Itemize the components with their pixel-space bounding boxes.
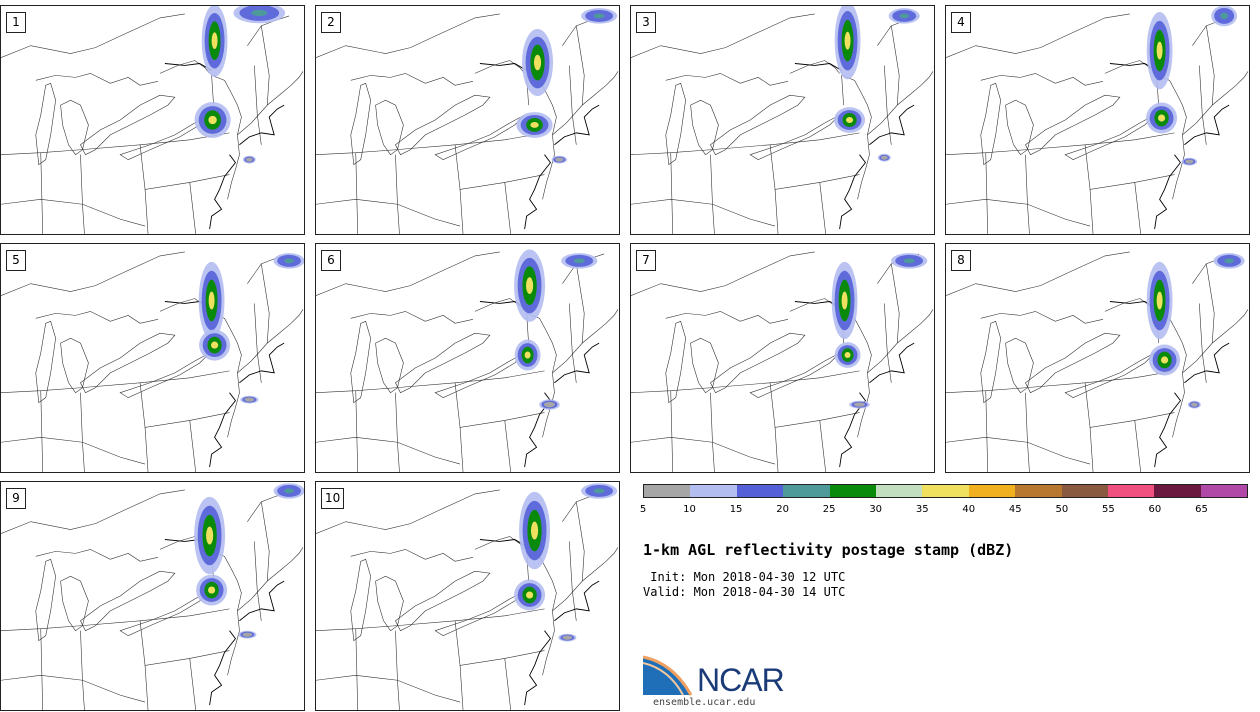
member-number-label: 1 (6, 12, 26, 33)
ensemble-member-panel: 10 (315, 481, 620, 711)
colorbar-swatch (783, 485, 830, 497)
colorbar-tick-label: 65 (1195, 504, 1208, 515)
colorbar-swatch (922, 485, 969, 497)
ensemble-member-panel: 9 (0, 481, 305, 711)
colorbar-swatch (875, 485, 923, 497)
ensemble-member-panel: 5 (0, 243, 305, 473)
colorbar-swatch (736, 485, 784, 497)
colorbar-swatch (690, 485, 737, 497)
member-number-label: 8 (951, 250, 971, 271)
colorbar-tick-label: 35 (915, 504, 929, 515)
reflectivity-map (1, 483, 304, 710)
reflectivity-map (316, 483, 619, 710)
member-number-label: 2 (321, 12, 341, 33)
colorbar-swatch (829, 485, 876, 497)
reflectivity-map (631, 251, 934, 472)
valid-time: Valid: Mon 2018-04-30 14 UTC (643, 585, 846, 599)
colorbar-tick-label: 50 (1055, 504, 1069, 515)
init-time: Init: Mon 2018-04-30 12 UTC (643, 570, 846, 584)
ensemble-url: ensemble.ucar.edu (653, 697, 756, 708)
colorbar-tick-label: 45 (1008, 504, 1022, 515)
colorbar-swatch (968, 485, 1016, 497)
reflectivity-map (946, 251, 1249, 472)
reflectivity-map (316, 8, 619, 234)
member-number-label: 6 (321, 250, 341, 271)
colorbar-tick-label: 30 (869, 504, 883, 515)
colorbar-tick-label: 10 (683, 504, 696, 515)
ncar-logo-icon (643, 655, 693, 696)
colorbar-swatch (1107, 485, 1155, 497)
ensemble-member-panel: 3 (630, 5, 935, 235)
reflectivity-map (1, 6, 304, 234)
colorbar-swatch (1061, 485, 1108, 497)
colorbar-tick-label: 25 (822, 504, 836, 515)
reflectivity-map (316, 249, 619, 472)
ensemble-member-panel: 1 (0, 5, 305, 235)
member-number-label: 10 (321, 488, 345, 509)
member-number-label: 4 (951, 12, 971, 33)
colorbar-tick-label: 20 (776, 504, 789, 515)
member-number-label: 9 (6, 488, 26, 509)
reflectivity-colorbar (643, 484, 1248, 498)
colorbar-swatch (1154, 485, 1201, 497)
figure-title: 1-km AGL reflectivity postage stamp (dBZ… (643, 541, 1014, 559)
colorbar-tick-label: 40 (962, 504, 976, 515)
member-number-label: 5 (6, 250, 26, 271)
colorbar-swatch (1015, 485, 1062, 497)
colorbar-tick-label: 5 (639, 504, 647, 515)
ensemble-member-panel: 6 (315, 243, 620, 473)
member-number-label: 7 (636, 250, 656, 271)
colorbar-tick-label: 55 (1102, 504, 1115, 515)
ensemble-member-panel: 2 (315, 5, 620, 235)
reflectivity-map (946, 6, 1249, 234)
member-number-label: 3 (636, 12, 656, 33)
reflectivity-map (1, 251, 304, 472)
colorbar-swatch (644, 485, 691, 497)
reflectivity-map (631, 6, 934, 234)
ensemble-member-panel: 8 (945, 243, 1250, 473)
ncar-logo-text: NCAR (697, 662, 785, 698)
colorbar-ticks: 5 10 15 20 25 30 35 40 45 50 55 60 65 (639, 504, 1248, 518)
ensemble-member-panel: 7 (630, 243, 935, 473)
colorbar-tick-label: 15 (729, 504, 743, 515)
ensemble-member-panel: 4 (945, 5, 1250, 235)
colorbar-swatch (1200, 485, 1248, 497)
colorbar-tick-label: 60 (1148, 504, 1162, 515)
